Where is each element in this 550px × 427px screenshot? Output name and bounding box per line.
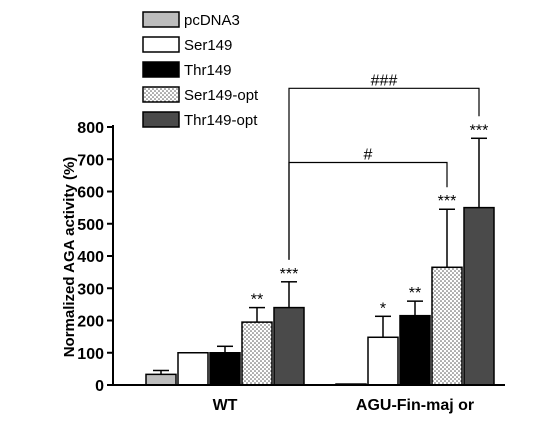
bar-thr149-opt: [273, 306, 305, 386]
significance-brackets: ####: [288, 72, 480, 260]
y-tick-label: 400: [77, 249, 104, 266]
bar-pcdna3: [145, 373, 177, 386]
bar-ser149-opt: [241, 321, 273, 386]
bar-ser149: [177, 352, 209, 386]
category-label: WT: [213, 397, 238, 414]
y-axis-title: Normalized AGA activity (%): [61, 157, 78, 358]
y-tick-label: 0: [95, 378, 104, 395]
bracket-label: #: [364, 146, 373, 163]
legend-swatch-ser149-opt: [142, 86, 180, 103]
legend-label: Ser149-opt: [184, 87, 259, 104]
bracket-line: [288, 161, 448, 260]
bar-thr149: [209, 352, 241, 386]
legend: pcDNA3 Ser149 Thr149 Ser149-opt Thr149-opt: [142, 11, 259, 129]
legend-swatch-thr149: [142, 61, 180, 78]
y-tick-label: 100: [77, 346, 104, 363]
axes: 0 100 200 300 400 500 600 700 800: [77, 120, 505, 395]
y-tick-label: 300: [77, 281, 104, 298]
y-tick-label: 700: [77, 152, 104, 169]
y-tick-label: 800: [77, 120, 104, 137]
y-tick-label: 500: [77, 217, 104, 234]
legend-label: Thr149-opt: [184, 112, 258, 129]
significance-label: *: [380, 300, 386, 317]
bar-ser149: [367, 336, 399, 386]
legend-label: pcDNA3: [184, 12, 240, 29]
bar-thr149-opt: [463, 206, 495, 386]
legend-label: Thr149: [184, 62, 232, 79]
significance-label: **: [251, 292, 263, 309]
bars: *****WT*********AGU-Fin-maj or: [145, 122, 495, 414]
bar-ser149-opt: [431, 266, 463, 386]
legend-swatch-ser149: [142, 36, 180, 53]
significance-label: **: [409, 285, 421, 302]
significance-label: ***: [280, 266, 299, 283]
y-tick-label: 200: [77, 314, 104, 331]
category-label: AGU-Fin-maj or: [356, 397, 474, 414]
significance-label: ***: [438, 193, 457, 210]
bracket-label: ###: [371, 72, 398, 89]
legend-swatch-pcdna3: [142, 11, 180, 28]
bracket-line: [288, 87, 480, 260]
legend-swatch-thr149-opt: [142, 111, 180, 128]
legend-label: Ser149: [184, 37, 232, 54]
bar-thr149: [399, 314, 431, 386]
significance-label: ***: [470, 122, 489, 139]
y-tick-label: 600: [77, 185, 104, 202]
